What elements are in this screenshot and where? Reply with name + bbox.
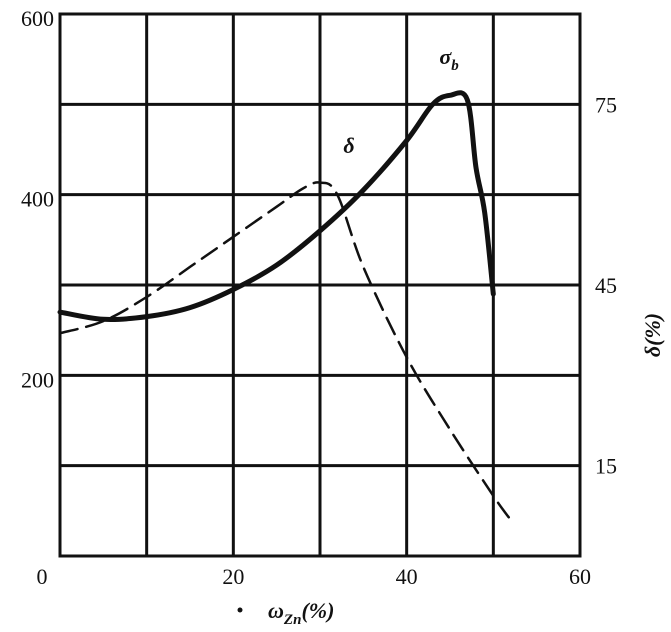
x-axis-label: ωZn(%) [268,598,334,628]
y-left-tick-label: 400 [21,187,54,212]
x-tick-label: 0 [37,564,48,589]
series-layer [57,90,512,522]
y-left-tick-label: 600 [21,6,54,31]
stray-dot [237,607,243,613]
grid [60,14,580,556]
x-tick-label: 40 [396,564,418,589]
series-delta-line [58,181,512,522]
right-axis-label: δ(%) [640,313,665,357]
annotation-sigma-sub: b [451,58,459,74]
x-tick-label: 60 [569,564,591,589]
y-right-tick-label: 45 [595,273,617,298]
x-axis-label-tail: (%) [301,598,334,623]
y-right-tick-label: 15 [595,454,617,479]
series-sigma-b-line [57,90,496,322]
y-right-tick-label: 75 [595,92,617,117]
y-left-tick-label: 200 [21,367,54,392]
x-axis-label-main: ω [268,598,284,623]
annotation-sigma-main: σ [439,44,452,69]
plot-frame [58,12,582,558]
annotation-delta: δ [343,133,354,158]
x-axis-label-sub: Zn [283,612,302,628]
annotation-sigma-b: σb [439,44,459,74]
x-tick-label: 20 [222,564,244,589]
